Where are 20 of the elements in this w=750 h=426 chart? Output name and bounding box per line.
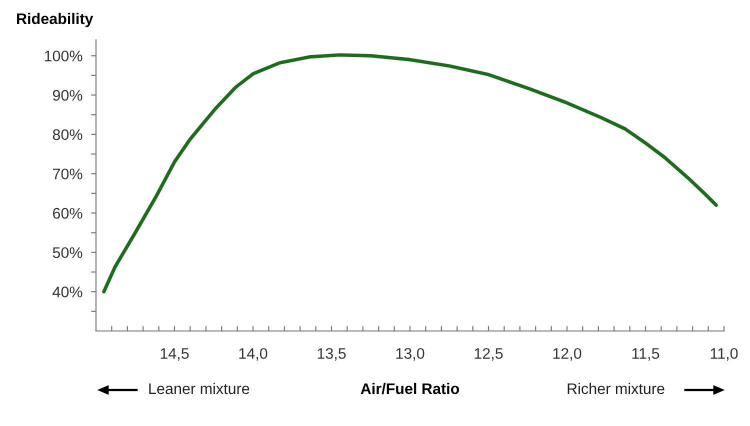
x-axis-title: Air/Fuel Ratio: [360, 382, 460, 394]
y-tick-label: 100%: [44, 50, 82, 62]
y-tick-label: 40%: [52, 286, 82, 298]
y-tick-label: 70%: [53, 168, 82, 180]
x-tick-label: 11,0: [710, 348, 738, 361]
x-tick-label: 14,0: [239, 348, 268, 361]
x-tick-label: 12,5: [474, 348, 503, 361]
x-tick-label: 14,5: [160, 348, 189, 361]
x-tick-label: 11,5: [632, 348, 660, 361]
line-series: [102, 53, 718, 294]
y-tick-label: 80%: [52, 129, 82, 140]
text: Leaner mixture: [149, 382, 250, 394]
y-tick-label: 60%: [53, 208, 82, 219]
x-tick-label: 13,0: [396, 348, 424, 361]
y-axis-title: Rideability: [17, 12, 94, 28]
x-tick-label: 12,0: [553, 348, 582, 361]
text: Richer mixture: [568, 382, 664, 394]
y-tick-label: 90%: [52, 90, 82, 101]
y-tick-label: 50%: [52, 247, 82, 258]
x-tick-label: 13,5: [318, 348, 346, 361]
